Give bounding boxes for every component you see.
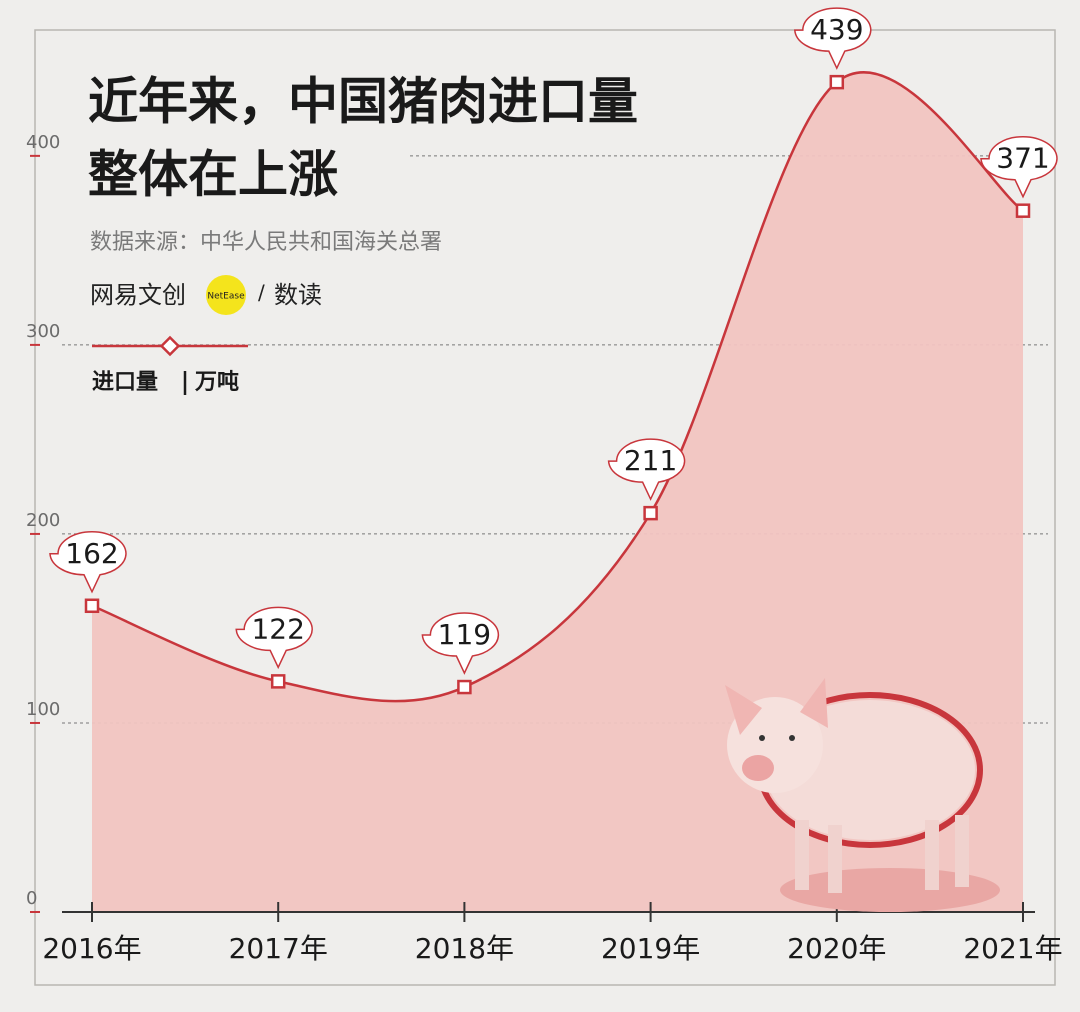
- legend-marker: [159, 335, 181, 357]
- chart-title: 近年来，中国猪肉进口量: [88, 73, 638, 131]
- pig-snout: [742, 755, 774, 781]
- brand-column: 数读: [274, 281, 322, 309]
- pig-eye: [789, 735, 795, 741]
- y-tick-label: 200: [26, 510, 60, 531]
- x-tick-label: 2018年: [415, 932, 514, 965]
- value-label: 439: [810, 13, 863, 46]
- pig-leg: [828, 825, 842, 893]
- y-tick-label: 0: [26, 888, 37, 909]
- marker: [270, 674, 286, 689]
- pig-leg: [795, 820, 809, 890]
- label-bubble: [49, 531, 127, 594]
- value-label: 162: [65, 537, 118, 570]
- marker: [643, 505, 658, 521]
- unit: 万吨: [194, 370, 239, 395]
- label-bubble: [421, 612, 500, 675]
- chart-title: 整体在上涨: [88, 146, 338, 204]
- y-tick-label: 100: [26, 699, 60, 720]
- x-tick-label: 2017年: [229, 932, 328, 965]
- x-tick-label: 2021年: [963, 932, 1062, 965]
- marker: [829, 74, 845, 90]
- value-label: 119: [438, 618, 491, 651]
- frame: [34, 29, 1056, 986]
- x-tick-label: 2016年: [42, 932, 141, 965]
- source: 数据来源：中华人民共和国海关总署: [90, 230, 442, 255]
- x-tick-label: 2020年: [787, 932, 886, 965]
- marker: [84, 598, 100, 614]
- value-label: 211: [624, 444, 677, 477]
- x-tick-label: 2019年: [601, 932, 700, 965]
- label-bubble: [235, 606, 313, 670]
- pig-ear: [800, 678, 828, 728]
- pig: [725, 678, 1000, 912]
- brand-separator: /: [258, 281, 265, 305]
- marker: [1015, 203, 1031, 218]
- legend-label: 进口量: [92, 370, 158, 395]
- pig-leg: [925, 820, 939, 890]
- brand-logo: NetEase: [207, 292, 245, 302]
- pig-leg: [955, 815, 969, 887]
- label-bubble: [607, 438, 686, 501]
- y-tick-label: 300: [26, 321, 60, 342]
- marker: [457, 679, 472, 695]
- brand-name: 网易文创: [90, 281, 186, 309]
- label-bubble: [980, 135, 1058, 199]
- value-label: 122: [251, 612, 304, 645]
- pig-ear: [725, 685, 762, 735]
- pig-eye: [759, 735, 765, 741]
- value-label: 371: [996, 142, 1049, 175]
- brand-logo-circle: [206, 275, 246, 315]
- y-tick-label: 400: [26, 132, 60, 153]
- label-bubble: [793, 7, 872, 70]
